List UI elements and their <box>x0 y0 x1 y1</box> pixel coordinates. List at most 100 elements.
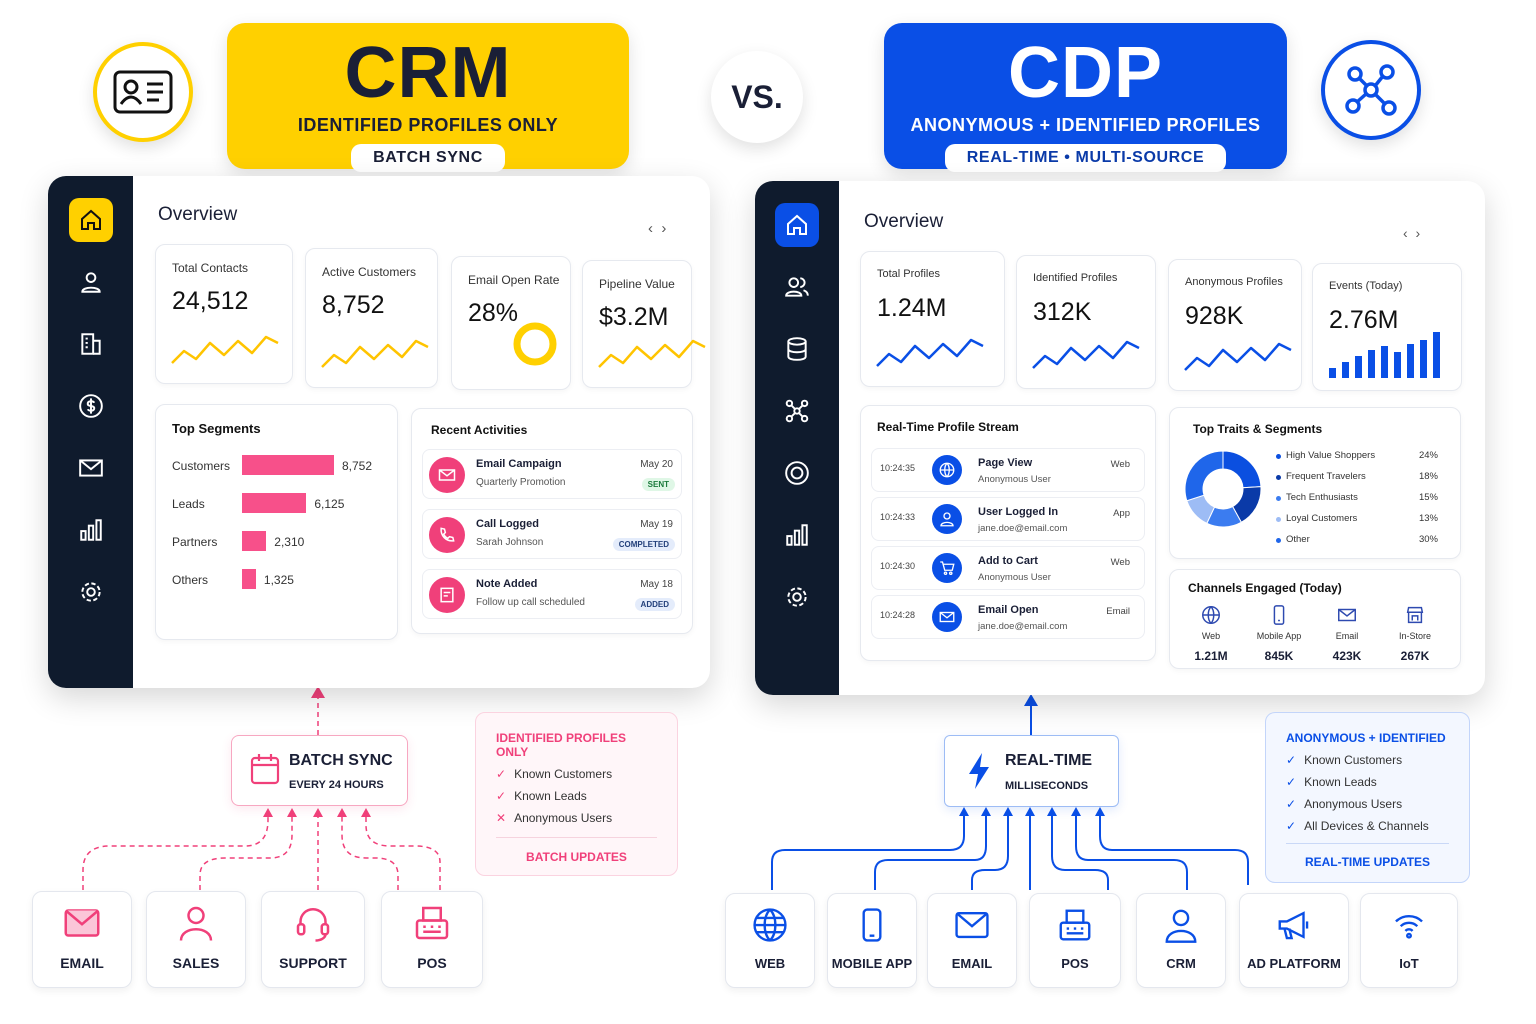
database-icon[interactable] <box>775 327 819 371</box>
kpi-label: Identified Profiles <box>1033 272 1118 284</box>
crm-info-item: ✕ Anonymous Users <box>496 811 613 825</box>
source-email[interactable]: EMAIL <box>927 893 1017 988</box>
target-icon[interactable] <box>775 451 819 495</box>
vs-badge: VS. <box>711 51 803 143</box>
source-label: EMAIL <box>60 955 104 971</box>
source-label: EMAIL <box>951 956 993 971</box>
crm-info-title: IDENTIFIED PROFILES ONLY <box>496 731 627 759</box>
check-icon: ✓ <box>1286 775 1297 789</box>
events-bar <box>1355 356 1362 378</box>
mail-icon[interactable] <box>69 446 113 490</box>
chart-icon[interactable] <box>775 513 819 557</box>
users-icon[interactable] <box>775 265 819 309</box>
sparkline <box>1032 340 1140 369</box>
cdp-sidebar <box>755 181 839 695</box>
home-icon[interactable] <box>775 203 819 247</box>
stream-source: App <box>1113 508 1130 519</box>
cdp-banner: CDP ANONYMOUS + IDENTIFIED PROFILES REAL… <box>884 23 1287 172</box>
gear-icon[interactable] <box>69 570 113 614</box>
nav-arrows[interactable]: ‹ › <box>648 220 667 237</box>
stream-title: Email Open <box>978 604 1039 616</box>
kpi-value: 28% <box>468 299 519 327</box>
network-nav-icon[interactable] <box>775 389 819 433</box>
gear-icon[interactable] <box>775 575 819 619</box>
sparkline <box>1184 342 1292 371</box>
stream-sub: jane.doe@email.com <box>978 621 1068 632</box>
source-crm[interactable]: CRM <box>1136 893 1226 988</box>
kpi-card: Email Open Rate 28% <box>451 256 571 390</box>
kpi-card: Events (Today) 2.76M <box>1312 263 1462 391</box>
source-sales[interactable]: SALES <box>146 891 246 988</box>
activity-date: May 20 <box>640 459 673 470</box>
kpi-value: 24,512 <box>172 287 249 315</box>
source-ad-platform[interactable]: AD PLATFORM <box>1239 893 1349 988</box>
dollar-icon[interactable] <box>69 384 113 428</box>
stream-source: Web <box>1110 459 1130 470</box>
segment-label: Leads <box>172 497 205 511</box>
kpi-value: 8,752 <box>322 291 385 319</box>
building-icon[interactable] <box>69 322 113 366</box>
activity-icon <box>429 577 465 613</box>
user-icon[interactable] <box>69 260 113 304</box>
stream-item[interactable]: 10:24:33 User Logged In jane.doe@email.com… <box>871 497 1145 541</box>
activity-date: May 18 <box>640 579 673 590</box>
home-icon[interactable] <box>68 198 113 242</box>
events-bar <box>1420 340 1427 378</box>
cdp-pill: REAL-TIME • MULTI-SOURCE <box>944 144 1227 172</box>
channel-value: 423K <box>1332 649 1362 663</box>
crm-sidebar <box>48 176 133 688</box>
kpi-value: 2.76M <box>1329 306 1399 334</box>
channel-icon <box>1406 606 1424 624</box>
kpi-label: Total Profiles <box>877 268 940 280</box>
status-badge: COMPLETED <box>612 538 675 551</box>
stream-item[interactable]: 10:24:35 Page View Anonymous User Web <box>871 448 1145 492</box>
channel-label: Web <box>1201 631 1221 641</box>
stream-icon <box>932 455 962 485</box>
source-email[interactable]: EMAIL <box>32 891 132 988</box>
nav-arrows[interactable]: ‹ › <box>1403 225 1421 241</box>
check-icon: ✓ <box>496 789 507 803</box>
source-pos[interactable]: POS <box>1029 893 1121 988</box>
legend-dot <box>1276 538 1281 543</box>
legend-dot <box>1276 454 1281 459</box>
kpi-value: $3.2M <box>599 303 669 331</box>
crm-pill: BATCH SYNC <box>351 144 505 172</box>
batch-sync-box: BATCH SYNC EVERY 24 HOURS <box>231 735 408 806</box>
channels-title: Channels Engaged (Today) <box>1188 581 1342 595</box>
stream-title: Add to Cart <box>978 555 1038 567</box>
sparkline <box>876 338 984 367</box>
activity-item[interactable]: Note Added Follow up call scheduled May 18… <box>422 569 682 619</box>
profile-stream-title: Real-Time Profile Stream <box>877 420 1019 434</box>
activity-item[interactable]: Email Campaign Quarterly Promotion May 20 S… <box>422 449 682 499</box>
activity-item[interactable]: Call Logged Sarah Johnson May 19 COMPLETED <box>422 509 682 559</box>
kpi-value: 928K <box>1185 302 1244 330</box>
stream-sub: Anonymous User <box>978 474 1051 485</box>
source-iot[interactable]: IoT <box>1360 893 1458 988</box>
activity-icon <box>429 457 465 493</box>
batch-sync-title: BATCH SYNC <box>289 752 393 769</box>
network-icon <box>1321 40 1421 140</box>
kpi-card: Active Customers 8,752 <box>305 248 438 388</box>
status-badge: ADDED <box>634 598 675 611</box>
web-icon <box>753 908 787 942</box>
stream-time: 10:24:28 <box>880 610 916 620</box>
stream-item[interactable]: 10:24:28 Email Open jane.doe@email.com Emai… <box>871 595 1145 639</box>
source-support[interactable]: SUPPORT <box>261 891 365 988</box>
source-label: SUPPORT <box>279 955 347 971</box>
trait-pct: 24% <box>1418 450 1438 461</box>
channel-label: Email <box>1335 631 1359 641</box>
source-web[interactable]: WEB <box>725 893 815 988</box>
top-traits-card: Top Traits & Segments High Value Shopper… <box>1169 407 1461 559</box>
source-pos[interactable]: POS <box>381 891 483 988</box>
kpi-label: Email Open Rate <box>468 273 560 287</box>
stream-sub: Anonymous User <box>978 572 1051 583</box>
trait-pct: 13% <box>1418 513 1438 524</box>
legend-dot <box>1276 475 1281 480</box>
source-mobile-app[interactable]: MOBILE APP <box>827 893 917 988</box>
kpi-card: Pipeline Value $3.2M <box>582 260 706 388</box>
stream-sub: jane.doe@email.com <box>978 523 1068 534</box>
events-bar <box>1407 344 1414 378</box>
kpi-value: 1.24M <box>877 294 947 322</box>
chart-icon[interactable] <box>69 508 113 552</box>
stream-item[interactable]: 10:24:30 Add to Cart Anonymous User Web <box>871 546 1145 590</box>
